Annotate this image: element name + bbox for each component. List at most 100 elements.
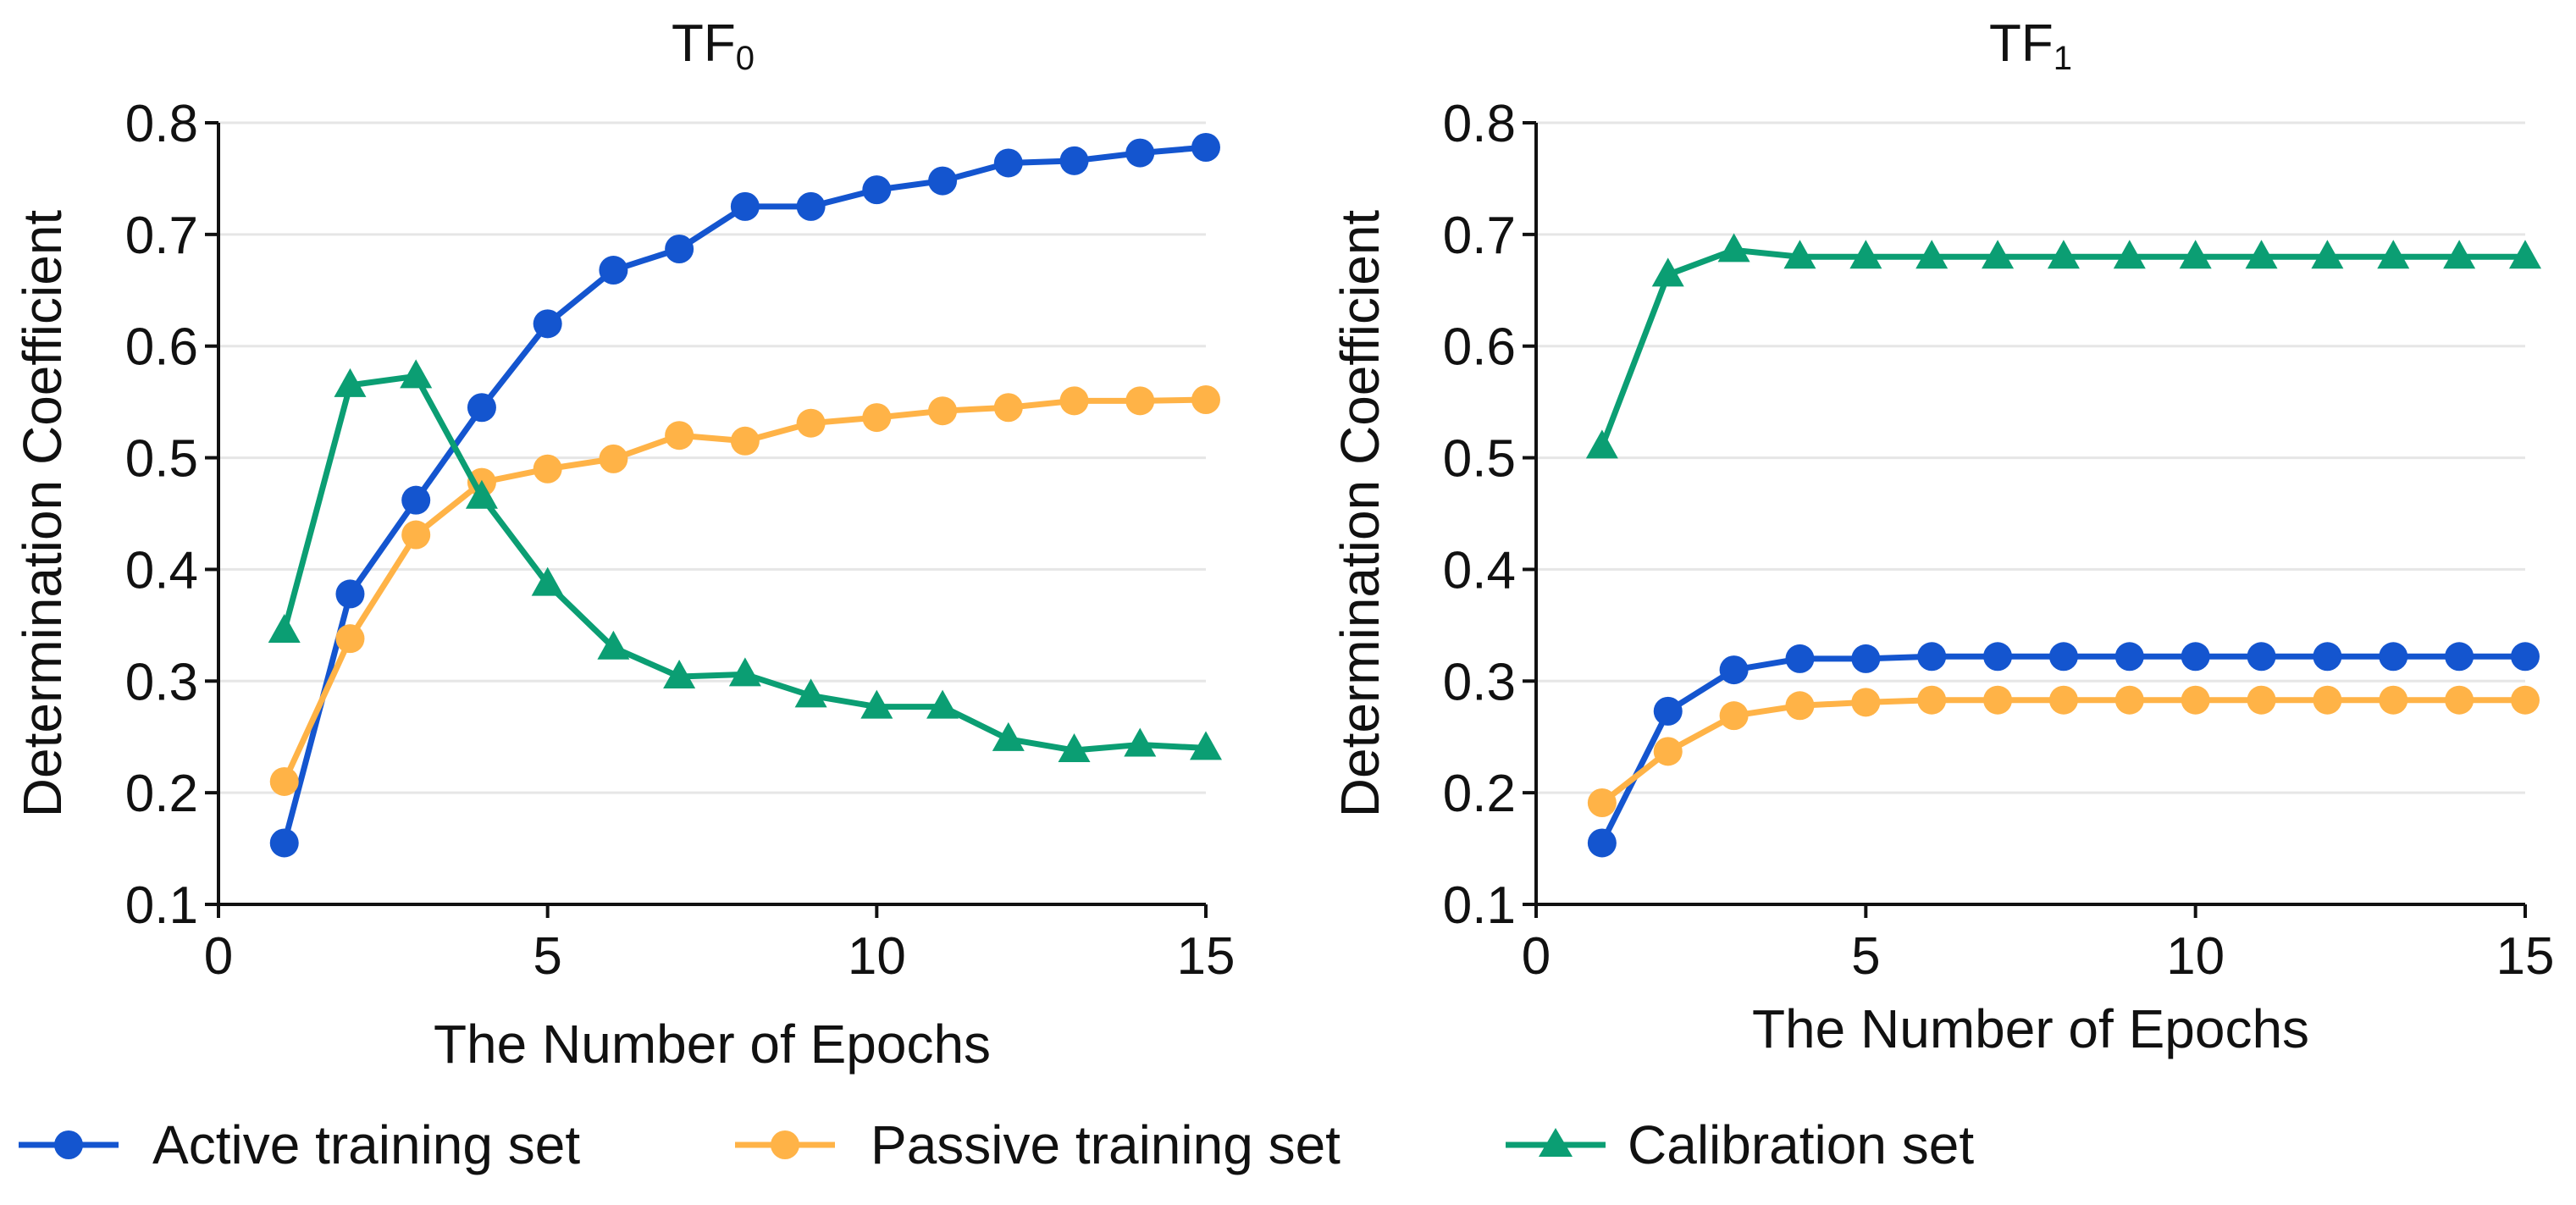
data-point-calibration — [1124, 727, 1157, 757]
data-point-calibration — [1783, 240, 1816, 269]
data-point-calibration — [860, 689, 893, 719]
data-point-calibration — [1982, 240, 2015, 269]
y-tick-label: 0.5 — [125, 430, 198, 489]
data-point-passive — [665, 421, 694, 450]
data-point-calibration — [2179, 240, 2212, 269]
legend-item-passive: Passive training set — [735, 1114, 1341, 1175]
chart-panel-tf0: 0.1 0.2 0.3 0.4 0.5 0.6 0.7 0.8 0 5 10 15 TF0 The Num… — [12, 14, 1235, 1075]
data-point-passive — [2313, 685, 2342, 715]
data-point-active — [1125, 138, 1155, 168]
data-point-calibration — [2047, 240, 2080, 269]
data-point-passive — [2181, 685, 2210, 715]
data-point-calibration — [2113, 240, 2146, 269]
y-tick-label: 0.6 — [1443, 318, 1516, 377]
data-point-calibration — [597, 630, 630, 660]
data-point-passive — [2048, 685, 2078, 715]
data-point-passive — [401, 520, 431, 550]
data-point-passive — [1785, 691, 1815, 721]
legend-marker-calibration — [1539, 1128, 1573, 1157]
data-point-passive — [335, 624, 365, 654]
data-point-passive — [1851, 688, 1881, 717]
legend: Active training set Passive training set… — [19, 1114, 1974, 1175]
data-point-passive — [1917, 685, 1947, 715]
data-point-active — [1851, 644, 1881, 673]
data-point-calibration — [1717, 233, 1750, 263]
x-tick-label: 10 — [848, 927, 906, 986]
data-point-calibration — [2245, 240, 2278, 269]
data-point-passive — [2511, 685, 2540, 715]
series-passive — [1587, 685, 2540, 818]
chart-title-subscript: 1 — [2054, 40, 2072, 77]
y-tick-label: 0.3 — [1443, 653, 1516, 711]
chart-panel-tf1: 0.1 0.2 0.3 0.4 0.5 0.6 0.7 0.8 0 5 10 15 TF1 The Num… — [1329, 14, 2554, 1059]
chart-title: TF0 — [672, 14, 755, 77]
data-point-passive — [796, 408, 826, 438]
y-tick-label: 0.8 — [125, 95, 198, 153]
data-point-calibration — [2509, 240, 2541, 269]
x-tick-label: 10 — [2166, 927, 2225, 986]
data-point-active — [2445, 642, 2474, 672]
y-tick-label: 0.1 — [1443, 876, 1516, 935]
y-tick-label: 0.7 — [1443, 207, 1516, 265]
legend-label-calibration: Calibration set — [1628, 1114, 1974, 1175]
data-point-active — [665, 234, 694, 263]
data-point-active — [533, 309, 562, 339]
legend-label-active: Active training set — [152, 1114, 580, 1175]
data-point-active — [269, 828, 299, 858]
series-active — [1587, 642, 2540, 858]
chart-title-subscript: 0 — [736, 40, 755, 77]
series-passive — [269, 385, 1220, 796]
series-line-active — [1599, 653, 2525, 845]
data-point-active — [993, 148, 1023, 178]
data-point-passive — [862, 403, 892, 433]
x-tick-label: 0 — [1522, 927, 1551, 986]
x-tick-label: 5 — [1851, 927, 1880, 986]
x-tick-label: 15 — [2496, 927, 2555, 986]
y-tick-label: 0.1 — [125, 876, 198, 935]
x-tick-label: 5 — [533, 927, 561, 986]
data-point-calibration — [268, 613, 301, 643]
data-point-calibration — [926, 689, 959, 719]
data-point-calibration — [1585, 429, 1618, 459]
legend-item-active: Active training set — [19, 1114, 580, 1175]
data-point-active — [1719, 655, 1749, 685]
data-point-passive — [2379, 685, 2408, 715]
data-point-calibration — [1058, 733, 1091, 763]
y-axis-label: Determination Coefficient — [1329, 210, 1390, 818]
data-point-calibration — [1849, 240, 1882, 269]
data-point-active — [2313, 642, 2342, 672]
data-point-passive — [2247, 685, 2276, 715]
x-axis-label: The Number of Epochs — [434, 1014, 991, 1075]
y-axis-label: Determination Coefficient — [12, 210, 73, 818]
data-point-calibration — [1915, 240, 1949, 269]
data-point-active — [928, 166, 958, 196]
data-point-calibration — [728, 657, 761, 687]
y-tick-label: 0.6 — [125, 318, 198, 377]
data-point-active — [1059, 146, 1089, 175]
data-point-active — [2114, 642, 2144, 672]
data-point-passive — [533, 454, 562, 484]
data-point-active — [2247, 642, 2276, 672]
y-tick-label: 0.8 — [1443, 95, 1516, 153]
y-tick-label: 0.4 — [1443, 541, 1516, 600]
data-point-active — [1983, 642, 2013, 672]
data-point-passive — [993, 393, 1023, 423]
data-point-calibration — [400, 359, 433, 389]
data-point-calibration — [794, 678, 827, 708]
data-point-calibration — [465, 479, 498, 509]
series-calibration — [268, 359, 1222, 763]
legend-marker-active — [54, 1130, 83, 1159]
data-point-calibration — [2377, 240, 2410, 269]
data-point-passive — [928, 396, 958, 426]
data-point-calibration — [2311, 240, 2344, 269]
data-point-calibration — [1190, 731, 1222, 760]
data-point-passive — [1653, 737, 1683, 766]
data-point-active — [1785, 644, 1815, 673]
data-point-active — [862, 175, 892, 205]
data-point-calibration — [1651, 257, 1684, 287]
data-point-calibration — [334, 368, 367, 397]
data-point-passive — [1587, 788, 1617, 818]
y-tick-label: 0.5 — [1443, 430, 1516, 489]
x-tick-label: 0 — [204, 927, 233, 986]
data-point-passive — [730, 426, 760, 456]
